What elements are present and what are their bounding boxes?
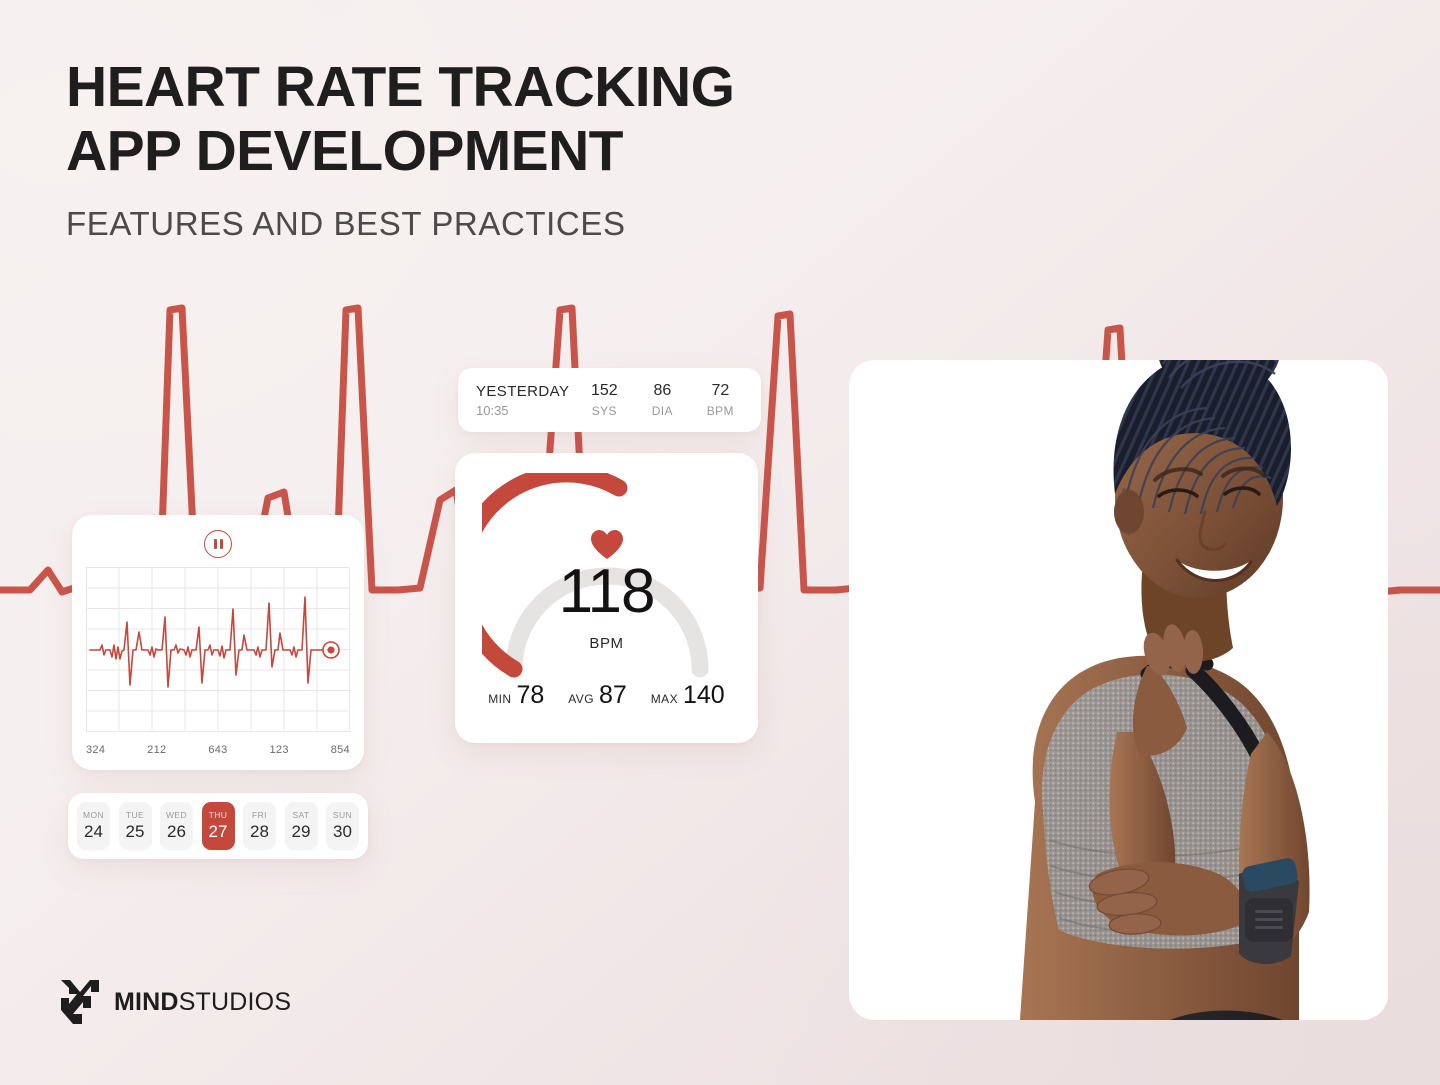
pause-bar-left (213, 539, 217, 549)
brand-logo[interactable]: MINDSTUDIOS (60, 978, 291, 1026)
poster-header: HEART RATE TRACKING APP DEVELOPMENT FEAT… (66, 55, 735, 243)
ecg-x-tick: 324 (86, 744, 106, 756)
metric-unit: SYS (591, 404, 617, 418)
logo-word-light: STUDIOS (178, 987, 292, 1016)
bpm-gauge (482, 473, 709, 678)
day-weekday: THU (208, 810, 228, 820)
day-number: 27 (208, 822, 228, 841)
day-item-thu-selected[interactable]: THU 27 (201, 802, 235, 850)
day-item-sun[interactable]: SUN 30 (326, 802, 359, 850)
smartwatch (1239, 858, 1299, 965)
summary-time: 10:35 (476, 402, 509, 418)
pause-icon-button[interactable] (204, 530, 232, 558)
metric-value: 152 (590, 382, 618, 399)
page-title: HEART RATE TRACKING APP DEVELOPMENT (66, 55, 735, 183)
range-value: 78 (516, 681, 545, 709)
range-label: MIN (488, 692, 512, 706)
woman-with-smartwatch-photo (849, 360, 1388, 1020)
range-avg: AVG 87 (568, 681, 626, 710)
summary-when: YESTERDAY 10:35 (476, 383, 569, 418)
day-weekday: MON (82, 810, 105, 820)
range-value: 87 (598, 681, 627, 709)
metric-bpm: 72 BPM (697, 382, 743, 418)
logo-word-bold: MIND (114, 987, 179, 1016)
summary-day-label: YESTERDAY (476, 382, 570, 400)
bpm-unit-label: BPM (589, 635, 624, 652)
mind-studios-mark-icon (61, 980, 99, 1024)
ecg-x-tick: 854 (330, 744, 350, 756)
heart-icon-wrap (455, 529, 758, 565)
metric-value: 72 (711, 382, 730, 399)
metric-value: 86 (653, 382, 672, 399)
metric-unit: DIA (651, 404, 673, 418)
range-label: MAX (650, 692, 678, 706)
week-day-selector-card: MON 24 TUE 25 WED 26 THU 27 FRI 28 SAT 2… (68, 793, 368, 859)
day-weekday: FRI (252, 810, 267, 820)
day-weekday: WED (165, 810, 188, 820)
heart-rate-gauge-card: 118 BPM MIN 78 AVG 87 MAX 140 (455, 453, 758, 743)
day-item-fri[interactable]: FRI 28 (243, 802, 276, 850)
day-weekday: TUE (125, 810, 145, 820)
pause-bar-right (219, 539, 223, 549)
day-weekday: SAT (292, 810, 310, 820)
page-subtitle: FEATURES AND BEST PRACTICES (66, 205, 626, 243)
range-value: 140 (682, 681, 725, 709)
blood-pressure-summary-card: YESTERDAY 10:35 152 SYS 86 DIA 72 BPM (458, 368, 761, 432)
ecg-x-tick: 643 (208, 744, 228, 756)
day-item-sat[interactable]: SAT 29 (284, 802, 318, 850)
pause-button-wrap (72, 530, 364, 558)
range-max: MAX 140 (651, 681, 725, 710)
day-number: 24 (84, 822, 103, 841)
ecg-x-tick: 123 (269, 744, 289, 756)
day-item-mon[interactable]: MON 24 (77, 802, 110, 850)
day-number: 28 (250, 822, 269, 841)
ecg-chart-card: 324 212 643 123 854 (72, 515, 364, 770)
heart-icon (590, 530, 623, 559)
range-label: AVG (568, 692, 594, 706)
metric-sys: 152 SYS (581, 382, 627, 418)
day-number: 25 (125, 822, 145, 841)
bpm-value: 118 (558, 557, 656, 626)
day-number: 26 (167, 822, 186, 841)
hero-photo-card (849, 360, 1388, 1020)
metric-unit: BPM (706, 404, 734, 418)
metric-dia: 86 DIA (639, 382, 685, 418)
day-weekday: SUN (332, 810, 353, 820)
logo-wordmark: MINDSTUDIOS (114, 988, 291, 1017)
day-item-tue[interactable]: TUE 25 (118, 802, 152, 850)
range-min: MIN 78 (488, 681, 544, 710)
bpm-range-row: MIN 78 AVG 87 MAX 140 (455, 681, 758, 710)
ecg-x-tick: 212 (147, 744, 167, 756)
day-number: 29 (291, 822, 311, 841)
ecg-x-axis: 324 212 643 123 854 (86, 744, 350, 756)
ecg-waveform-plot (86, 567, 350, 732)
day-number: 30 (333, 822, 352, 841)
day-item-wed[interactable]: WED 26 (160, 802, 193, 850)
